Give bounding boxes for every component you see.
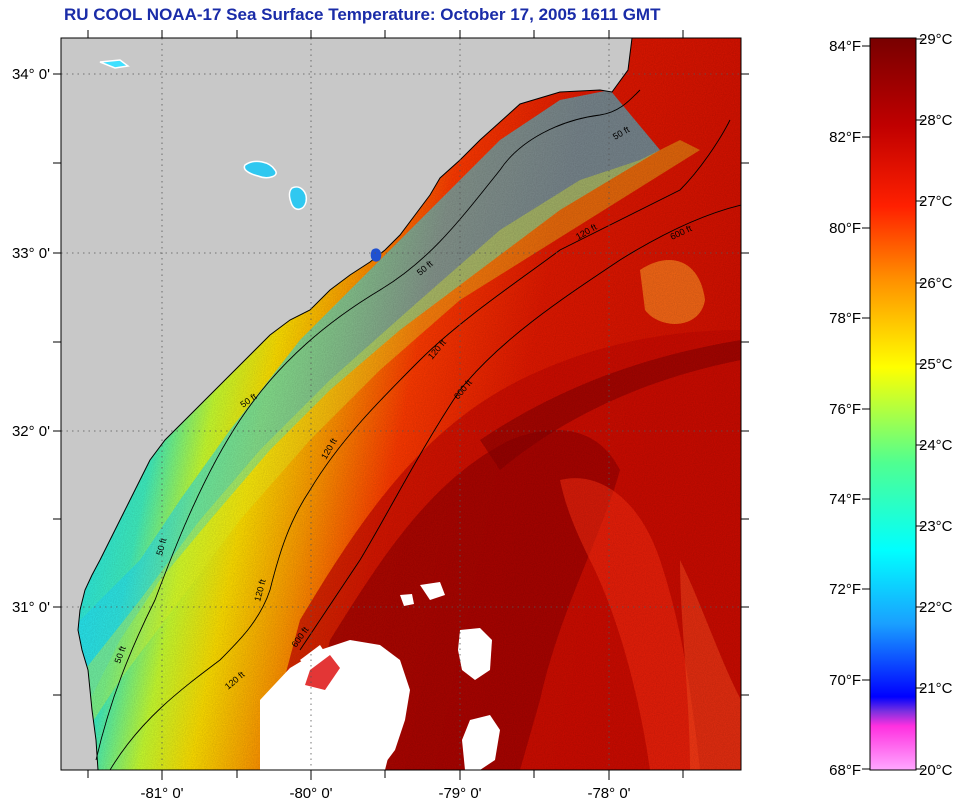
- colorbar-gradient: [869, 37, 917, 771]
- colorbar-label-c: 28°C: [919, 112, 953, 129]
- colorbar-label-f: 82°F: [829, 129, 861, 146]
- cloud-mask: [260, 582, 500, 770]
- lake-moultrie: [288, 186, 308, 210]
- colorbar-label-c: 29°C: [919, 31, 953, 48]
- harbor-cool-spot: [370, 248, 382, 262]
- lon-label: -79° 0': [438, 785, 481, 801]
- axis-ticks: [53, 30, 749, 780]
- graticule: [61, 38, 741, 770]
- colorbar-label-c: 23°C: [919, 518, 953, 535]
- longitude-labels: -81° 0' -80° 0' -79° 0' -78° 0': [140, 785, 630, 801]
- colorbar-label-c: 22°C: [919, 599, 953, 616]
- colorbar-label-f: 76°F: [829, 401, 861, 418]
- coastline-outline: [61, 38, 633, 770]
- colorbar-label-f: 80°F: [829, 220, 861, 237]
- temperature-colorbar: 84°F 82°F 80°F 78°F 76°F 74°F 72°F 70°F …: [829, 31, 953, 779]
- colorbar-label-c: 21°C: [919, 680, 953, 697]
- celsius-labels: 29°C 28°C 27°C 26°C 25°C 24°C 23°C 22°C …: [919, 31, 953, 779]
- colorbar-label-c: 20°C: [919, 762, 953, 779]
- contour-label-50ft: 50 ft: [154, 537, 168, 557]
- colorbar-label-f: 84°F: [829, 38, 861, 55]
- colorbar-label-c: 25°C: [919, 356, 953, 373]
- lat-label: 34° 0': [12, 66, 50, 83]
- contour-50ft: [95, 89, 641, 761]
- latitude-labels: 34° 0' 33° 0' 32° 0' 31° 0': [12, 66, 50, 616]
- lake-marion: [243, 160, 277, 179]
- land-coastline: [61, 38, 632, 770]
- colorbar-label-f: 68°F: [829, 762, 861, 779]
- colorbar-label-c: 26°C: [919, 275, 953, 292]
- depth-contours: [95, 89, 741, 770]
- colorbar-label-f: 72°F: [829, 581, 861, 598]
- map-title: RU COOL NOAA-17 Sea Surface Temperature:…: [64, 5, 661, 24]
- lake-north: [99, 59, 130, 69]
- plot-frame: [60, 37, 742, 771]
- colorbar-label-f: 70°F: [829, 672, 861, 689]
- lon-label: -81° 0': [140, 785, 183, 801]
- cloud-gap-warm: [305, 655, 340, 690]
- map-plot-area[interactable]: 50 ft 50 ft 50 ft 50 ft 50 ft 120 ft 120…: [61, 38, 741, 770]
- colorbar-label-f: 74°F: [829, 491, 861, 508]
- colorbar-label-f: 78°F: [829, 310, 861, 327]
- colorbar-label-c: 27°C: [919, 193, 953, 210]
- lat-label: 32° 0': [12, 423, 50, 440]
- lat-label: 33° 0': [12, 245, 50, 262]
- lon-label: -78° 0': [587, 785, 630, 801]
- colorbar-label-c: 24°C: [919, 437, 953, 454]
- contour-600ft: [299, 204, 741, 651]
- fahrenheit-labels: 84°F 82°F 80°F 78°F 76°F 74°F 72°F 70°F …: [829, 38, 861, 779]
- contour-120ft: [109, 119, 731, 770]
- lon-label: -80° 0': [289, 785, 332, 801]
- lat-label: 31° 0': [12, 599, 50, 616]
